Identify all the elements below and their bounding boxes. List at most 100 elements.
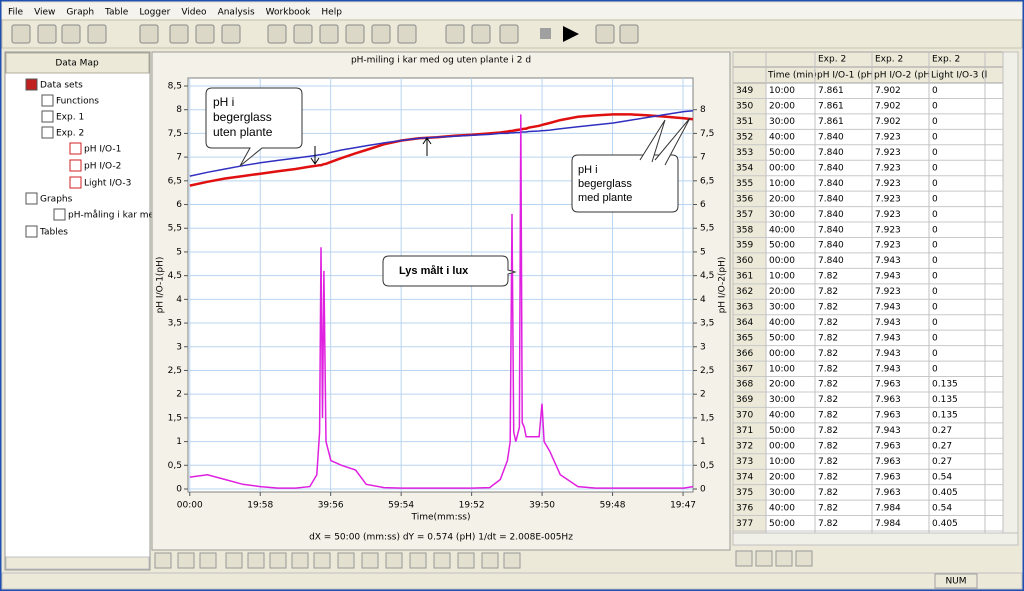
- menu-item[interactable]: Logger: [139, 8, 170, 18]
- column-header: Light I/O-3 (l: [931, 71, 987, 81]
- toolbar-button[interactable]: [397, 24, 417, 44]
- graph-tool-button[interactable]: [481, 552, 499, 569]
- toolbar-button[interactable]: [87, 24, 107, 44]
- graph-tool-button[interactable]: [385, 552, 403, 569]
- tree-item[interactable]: Graphs: [40, 195, 73, 205]
- toolbar-button[interactable]: [371, 24, 391, 44]
- graph-tool-button[interactable]: [177, 552, 195, 569]
- toolbar-button[interactable]: [345, 24, 365, 44]
- table-cell: 7.943: [875, 333, 901, 343]
- graph-tool-button[interactable]: [291, 552, 309, 569]
- menu-item[interactable]: Workbook: [266, 8, 312, 18]
- tree-icon[interactable]: [41, 126, 54, 139]
- tree-item[interactable]: Tables: [39, 228, 68, 238]
- table-cell: 00:00: [769, 256, 795, 266]
- row-header: 368: [736, 380, 753, 390]
- y-tick-label: 0,5: [168, 461, 182, 471]
- toolbar-button[interactable]: [61, 24, 81, 44]
- play-button[interactable]: [563, 26, 579, 42]
- toolbar-button[interactable]: [619, 24, 639, 44]
- tree-item[interactable]: pH I/O-2: [84, 162, 121, 172]
- tree-item[interactable]: pH I/O-1: [84, 145, 121, 155]
- table-tool-button[interactable]: [755, 550, 773, 567]
- menu-item[interactable]: Analysis: [218, 8, 255, 18]
- column-header: pH I/O-2 (pH: [874, 71, 930, 81]
- toolbar-button[interactable]: [471, 24, 491, 44]
- tree-icon[interactable]: [69, 176, 82, 189]
- y-tick-label: 1,5: [168, 413, 182, 423]
- toolbar-button[interactable]: [195, 24, 215, 44]
- toolbar-button[interactable]: [499, 24, 519, 44]
- graph-tool-button[interactable]: [269, 552, 287, 569]
- toolbar-button[interactable]: [445, 24, 465, 44]
- graph-tool-button[interactable]: [313, 552, 331, 569]
- cursor-arrow: [310, 146, 320, 165]
- table-cell: 7.963: [875, 411, 901, 421]
- toolbar-button[interactable]: [293, 24, 313, 44]
- table-tool-button[interactable]: [775, 550, 793, 567]
- graph-tool-button[interactable]: [199, 552, 217, 569]
- row-header: 355: [736, 179, 753, 189]
- menu-item[interactable]: Graph: [66, 8, 94, 18]
- tree-icon[interactable]: [25, 78, 38, 91]
- toolbar-button[interactable]: [221, 24, 241, 44]
- x-tick-label: 39:50: [529, 501, 555, 511]
- menu-item[interactable]: Table: [104, 8, 129, 18]
- table-tool-button[interactable]: [795, 550, 813, 567]
- x-tick-label: 19:58: [247, 501, 273, 511]
- menu: File View Graph Table Logger Video Analysis Wor…: [8, 8, 342, 18]
- toolbar-button[interactable]: [169, 24, 189, 44]
- tree-icon[interactable]: [53, 208, 66, 221]
- graph-tool-button[interactable]: [409, 552, 427, 569]
- menu-item[interactable]: Help: [321, 8, 342, 18]
- tree-icon[interactable]: [69, 142, 82, 155]
- tree-item[interactable]: Functions: [56, 97, 99, 107]
- menu-item[interactable]: Video: [181, 8, 207, 18]
- tree-icon[interactable]: [41, 110, 54, 123]
- table-cell: 7.923: [875, 148, 901, 158]
- row-header: 365: [736, 333, 753, 343]
- y-tick-label: 7: [176, 153, 182, 163]
- toolbar-button[interactable]: [37, 24, 57, 44]
- tree-item[interactable]: Light I/O-3: [84, 179, 131, 189]
- graph-tool-button[interactable]: [503, 552, 521, 569]
- table-cell: 0.405: [932, 488, 958, 498]
- v-scrollbar: [1002, 51, 1019, 534]
- table-cell: 7.923: [875, 194, 901, 204]
- graph-tool-button[interactable]: [154, 552, 172, 569]
- annotation-text: pH i: [213, 95, 234, 109]
- toolbar-button[interactable]: [267, 24, 287, 44]
- menu-item[interactable]: View: [34, 8, 55, 18]
- tree-icon[interactable]: [25, 225, 38, 238]
- tree-icon[interactable]: [25, 192, 38, 205]
- graph-tool-button[interactable]: [247, 552, 265, 569]
- tree-item[interactable]: Data sets: [40, 81, 83, 91]
- graph-tool-button[interactable]: [225, 552, 243, 569]
- tree-item[interactable]: Exp. 2: [56, 129, 84, 139]
- table-cell: 0: [932, 318, 938, 328]
- table-cell: 7.840: [818, 148, 844, 158]
- graph-tool-button[interactable]: [337, 552, 355, 569]
- table-cell: 0.405: [932, 519, 958, 529]
- row-header: 360: [736, 256, 753, 266]
- toolbar-button[interactable]: [595, 24, 615, 44]
- menu-item[interactable]: File: [8, 8, 24, 18]
- row-header: 356: [736, 194, 753, 204]
- tree-icon[interactable]: [69, 159, 82, 172]
- toolbar-button[interactable]: [139, 24, 159, 44]
- toolbar-button[interactable]: [11, 24, 31, 44]
- toolbar-button[interactable]: [319, 24, 339, 44]
- y-tick-label: 3,5: [168, 319, 182, 329]
- row-header: 367: [736, 364, 753, 374]
- tree-item[interactable]: Exp. 1: [56, 113, 84, 123]
- graph-tool-button[interactable]: [433, 552, 451, 569]
- graph-tool-button[interactable]: [457, 552, 475, 569]
- tree-item[interactable]: pH-måling i kar med: [68, 210, 160, 221]
- stop-button[interactable]: [540, 28, 551, 39]
- table-cell: 7.963: [875, 395, 901, 405]
- table-tool-button[interactable]: [735, 550, 753, 567]
- graph-tool-button[interactable]: [361, 552, 379, 569]
- tree-icon[interactable]: [41, 94, 54, 107]
- row-header: 353: [736, 148, 753, 158]
